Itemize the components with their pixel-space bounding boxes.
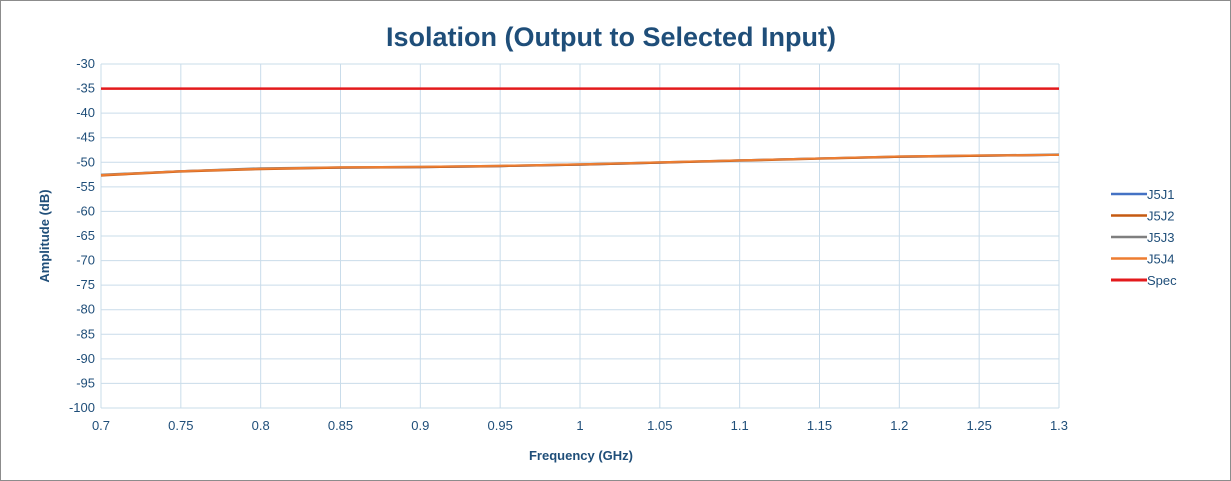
y-tick-label: -45 bbox=[76, 130, 95, 145]
x-tick-label: 1.15 bbox=[807, 418, 832, 433]
x-tick-label: 0.8 bbox=[252, 418, 270, 433]
y-tick-label: -75 bbox=[76, 277, 95, 292]
y-tick-label: -65 bbox=[76, 228, 95, 243]
plot-area bbox=[100, 87, 1060, 177]
y-tick-label: -90 bbox=[76, 351, 95, 366]
chart-title: Isolation (Output to Selected Input) bbox=[386, 22, 836, 52]
x-tick-label: 1.2 bbox=[890, 418, 908, 433]
legend-label-j5j2: J5J2 bbox=[1147, 209, 1174, 224]
series-line-j5j4 bbox=[100, 153, 1060, 177]
x-tick-label: 0.7 bbox=[92, 418, 110, 433]
y-tick-label: -40 bbox=[76, 105, 95, 120]
x-tick-label: 0.95 bbox=[488, 418, 513, 433]
y-tick-label: -60 bbox=[76, 203, 95, 218]
y-tick-label: -30 bbox=[76, 56, 95, 71]
legend-label-j5j1: J5J1 bbox=[1147, 187, 1174, 202]
y-tick-label: -95 bbox=[76, 375, 95, 390]
y-tick-label: -35 bbox=[76, 81, 95, 96]
x-axis: 0.7 0.75 0.8 0.85 0.9 0.95 1 1.05 1.1 1.15 1.2 1.25… bbox=[92, 418, 1068, 433]
y-tick-label: -55 bbox=[76, 179, 95, 194]
legend-label-j5j4: J5J4 bbox=[1147, 252, 1174, 267]
y-tick-label: -80 bbox=[76, 302, 95, 317]
x-tick-label: 1.05 bbox=[647, 418, 672, 433]
x-tick-label: 1.3 bbox=[1050, 418, 1068, 433]
y-tick-label: -70 bbox=[76, 253, 95, 268]
x-tick-label: 1.1 bbox=[731, 418, 749, 433]
y-axis-title: Amplitude (dB) bbox=[37, 189, 52, 282]
x-tick-label: 0.75 bbox=[168, 418, 193, 433]
x-tick-label: 1 bbox=[576, 418, 583, 433]
y-axis: -30 -35 -40 -45 -50 -55 -60 -65 -70 -75 -80 -85 -90 -… bbox=[69, 56, 95, 415]
y-tick-label: -50 bbox=[76, 154, 95, 169]
y-tick-label: -100 bbox=[69, 400, 95, 415]
x-axis-title: Frequency (GHz) bbox=[529, 448, 633, 463]
x-tick-label: 0.85 bbox=[328, 418, 353, 433]
legend-label-spec: Spec bbox=[1147, 273, 1177, 288]
x-tick-label: 0.9 bbox=[411, 418, 429, 433]
legend-label-j5j3: J5J3 bbox=[1147, 230, 1174, 245]
legend: J5J1 J5J2 J5J3 J5J4 Spec bbox=[1111, 187, 1177, 288]
grid bbox=[100, 63, 1060, 409]
y-tick-label: -85 bbox=[76, 326, 95, 341]
x-tick-label: 1.25 bbox=[967, 418, 992, 433]
